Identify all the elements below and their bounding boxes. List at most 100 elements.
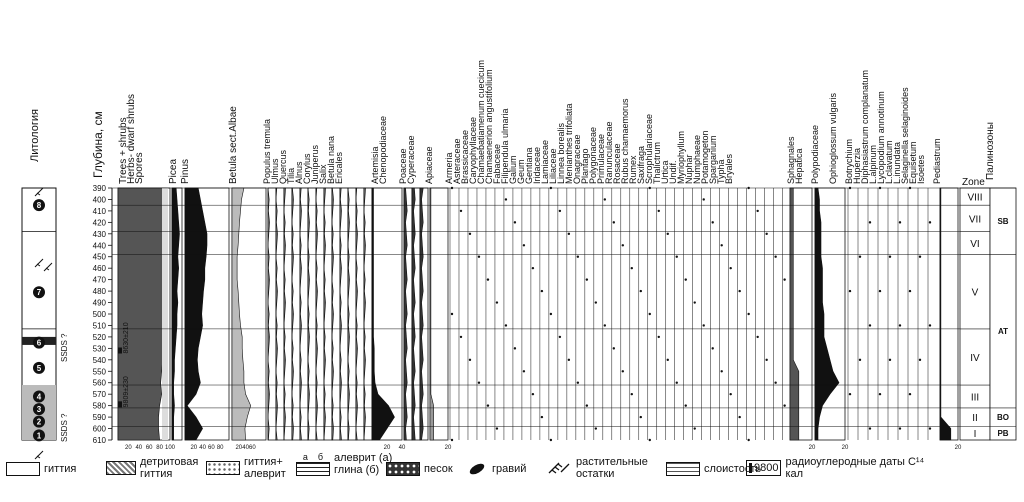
taxon-label: Polypodiaceae xyxy=(810,125,820,184)
curve-pediastrum xyxy=(939,187,952,441)
presence-dot xyxy=(450,438,454,442)
taxon-panels xyxy=(112,186,960,442)
curve-minor-taxon xyxy=(299,187,302,441)
radiocarbon-date-label: 8630±210 xyxy=(123,322,130,353)
taxon-label: Artemisia xyxy=(370,146,380,184)
presence-dot xyxy=(908,289,912,293)
taxon-label: Scrophulariaceae xyxy=(644,114,654,184)
taxon-label: Lamiaceae xyxy=(540,140,550,184)
presence-dot xyxy=(576,381,580,384)
taxon-label: Rosaceae xyxy=(612,143,622,184)
curve-minor-taxon xyxy=(307,187,310,441)
taxon-label: Selaginella selaginoides xyxy=(900,87,910,184)
taxon-label: L.clavatum xyxy=(884,140,894,184)
presence-dot xyxy=(888,255,892,258)
scale-label-trees: 80 xyxy=(156,445,163,451)
presence-dot xyxy=(612,221,616,224)
depth-tick-label: 560 xyxy=(93,379,107,388)
presence-dot xyxy=(567,232,571,236)
legend-c14: 9800 радиоуглеродные даты C¹⁴ кал xyxy=(746,456,935,480)
silt-clay-swatch xyxy=(296,462,330,476)
presence-dot xyxy=(450,312,454,316)
taxon-label: Apiaceae xyxy=(424,146,434,184)
taxon-label: Filipendula ulmaria xyxy=(500,108,510,184)
presence-dot xyxy=(675,255,678,258)
palyno-header: Палинозоны xyxy=(985,122,996,180)
taxon-label: Hepatica xyxy=(794,148,804,184)
presence-dot xyxy=(729,392,732,396)
presence-dot xyxy=(603,198,607,201)
legend-c14-label: радиоуглеродные даты C¹⁴ кал xyxy=(785,456,925,480)
taxon-label: Juniperus xyxy=(310,144,320,184)
presence-dot xyxy=(783,404,786,407)
depth-tick-label: 590 xyxy=(93,413,107,422)
presence-dot xyxy=(531,392,535,396)
lithology-units: 8 7 6 5 4 3 2 1 xyxy=(22,187,56,460)
scale-label-trees: 40 xyxy=(135,445,142,451)
presence-dot xyxy=(868,427,872,430)
presence-dot xyxy=(576,255,580,258)
panel-frame xyxy=(299,187,309,441)
presence-dot xyxy=(878,392,882,396)
presence-dot xyxy=(888,358,892,362)
legend-plant-label: растительные остатки xyxy=(576,456,648,480)
legend-detrital-gyttja: детритовая гиттия xyxy=(106,456,198,480)
curve-picea xyxy=(171,187,180,441)
curve-herb xyxy=(411,187,416,441)
taxon-label: Botrychium xyxy=(844,139,854,184)
legend-gyttja-silt-label: гиттия+ алеврит xyxy=(244,456,286,480)
plant-remains-mark xyxy=(34,450,44,460)
presence-dot xyxy=(928,221,932,224)
taxon-label: Rubus chamaemorus xyxy=(620,98,630,184)
taxon-label: Menianthes trifoliata xyxy=(564,103,574,184)
presence-dot xyxy=(477,381,481,384)
taxon-label: Nuphar xyxy=(684,154,694,184)
curve-minor-taxon xyxy=(275,187,278,441)
presence-dot xyxy=(702,198,705,201)
presence-dot xyxy=(738,289,741,293)
lithology-unit-number: 6 xyxy=(37,339,42,348)
curve-polypodiaceae xyxy=(814,187,840,441)
depth-tick-label: 440 xyxy=(93,241,107,250)
curve-herb xyxy=(403,187,408,441)
presence-dot xyxy=(858,358,862,362)
c14-sample-swatch: 9800 xyxy=(746,460,782,476)
curve-herb xyxy=(419,187,424,441)
depth-tick-label: 570 xyxy=(93,390,107,399)
taxon-label: Pinus xyxy=(180,159,191,184)
legend: гиттия детритовая гиттия гиттия+ алеврит… xyxy=(6,452,1016,496)
presence-dot xyxy=(675,381,678,384)
taxon-label: Rumex xyxy=(628,155,638,184)
scale-label-artemisia: 20 xyxy=(384,445,391,451)
c14-sample-text: 9800 xyxy=(754,462,779,474)
taxon-label: Betula nana xyxy=(326,136,336,184)
presence-dot xyxy=(928,427,932,430)
curve-minor-taxon xyxy=(315,187,318,441)
depth-tick-label: 470 xyxy=(93,276,107,285)
scale-label-artemisia: 40 xyxy=(399,445,406,451)
lithology-unit-marker xyxy=(33,390,45,403)
radiocarbon-marker xyxy=(118,401,122,408)
presence-dot xyxy=(459,335,463,339)
legend-silt-clay-label: алеврит (а) глина (б) xyxy=(334,452,393,476)
presence-dot xyxy=(513,221,517,224)
curve-minor-taxon xyxy=(331,187,334,441)
presence-dot xyxy=(657,335,660,339)
curve-artemisia xyxy=(371,187,395,441)
presence-dot xyxy=(908,392,912,396)
presence-dot xyxy=(878,289,882,293)
legend-gravel: гравий xyxy=(466,462,526,476)
legend-gravel-label: гравий xyxy=(492,463,527,475)
depth-tick-label: 610 xyxy=(93,436,107,445)
plant-remains-mark xyxy=(34,187,44,197)
scale-label-pinus: 40 xyxy=(199,445,206,451)
depth-tick-label: 420 xyxy=(93,218,107,227)
taxon-label: Herbs- dwarf shrubs xyxy=(126,94,137,184)
presence-dot xyxy=(558,335,562,339)
taxon-label: Primulaceae xyxy=(596,134,606,184)
depth-tick-label: 480 xyxy=(93,287,107,296)
chronozone-label: PB xyxy=(997,429,1008,438)
lithology-unit-number: 5 xyxy=(37,364,42,373)
scale-label-trees: 100 xyxy=(165,445,176,451)
